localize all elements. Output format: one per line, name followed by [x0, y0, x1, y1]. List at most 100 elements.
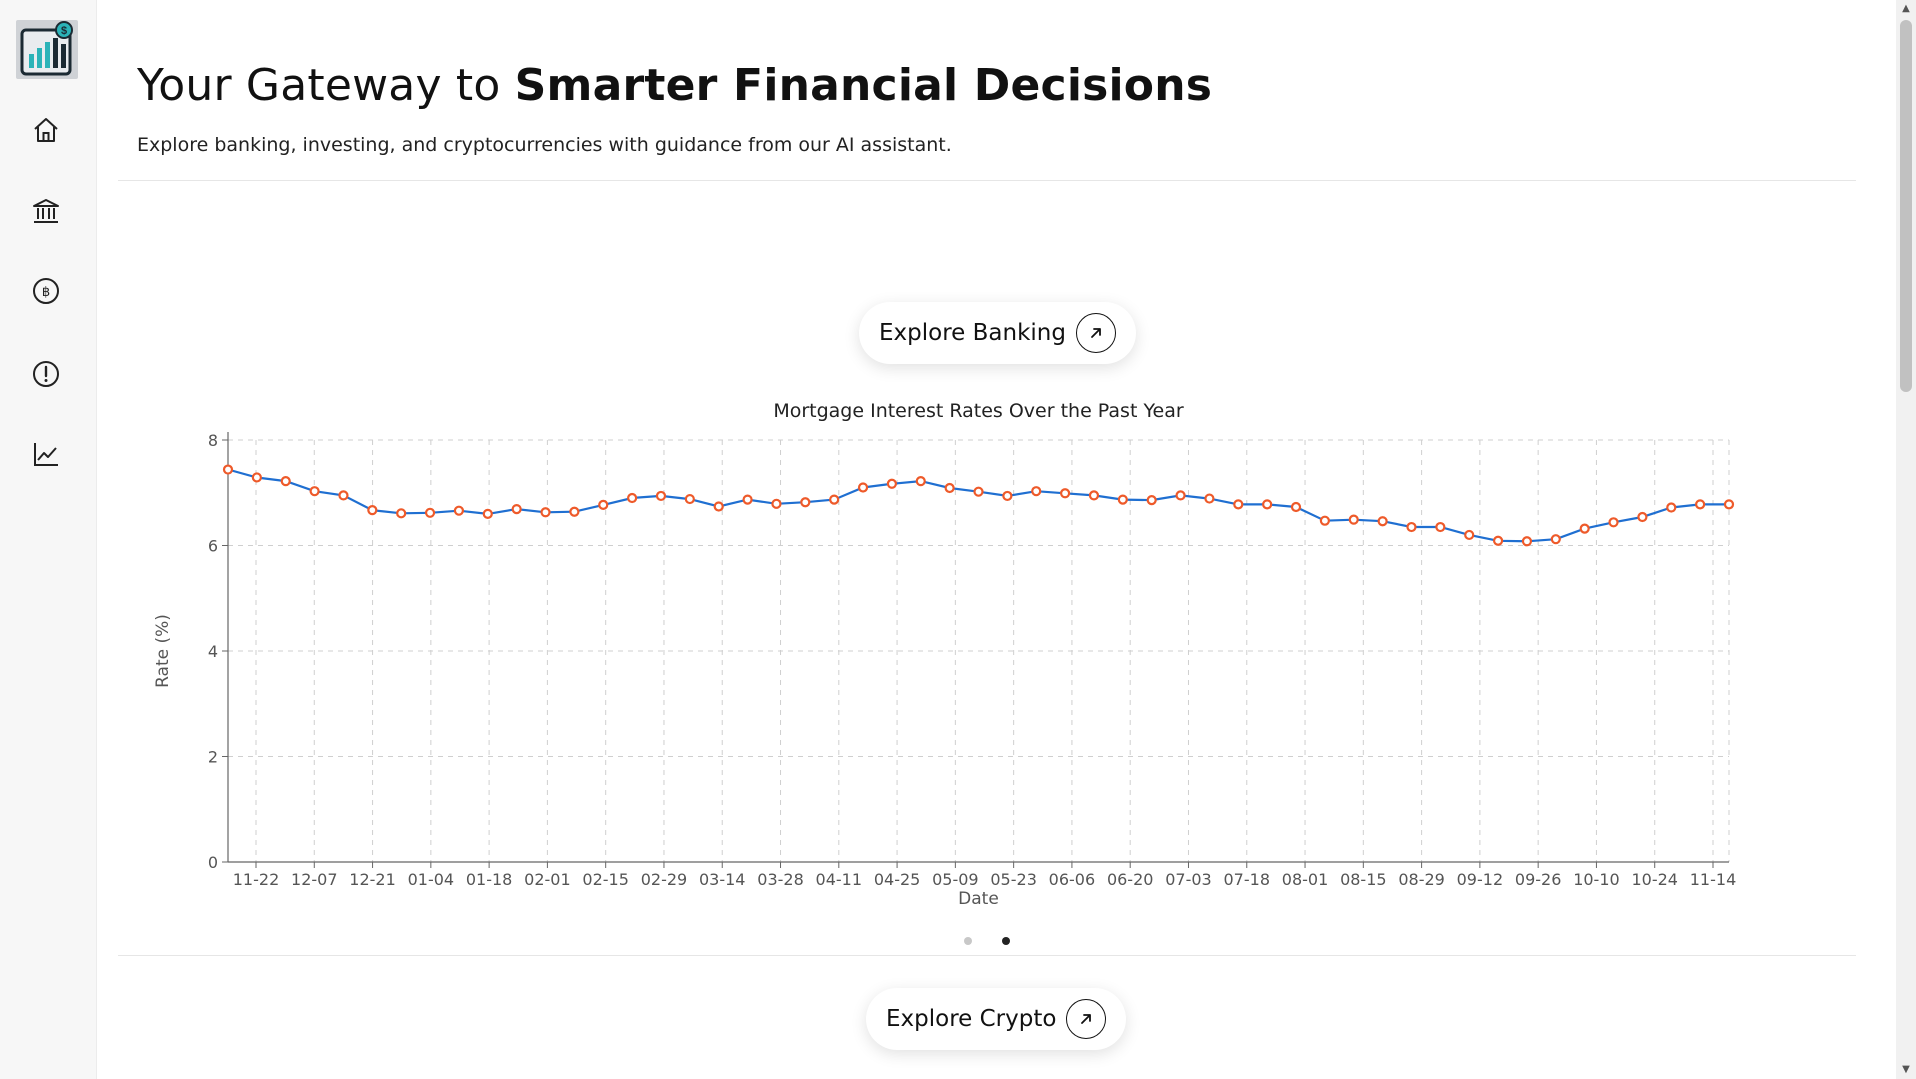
divider-bottom	[118, 955, 1856, 956]
chart-xtick-label: 01-04	[408, 870, 455, 889]
chart-data-point	[1002, 490, 1013, 502]
sidebar: $ ฿	[0, 0, 97, 1079]
chart-data-point	[251, 472, 262, 483]
arrow-up-right-icon	[1066, 999, 1107, 1039]
chart-data-point	[1088, 490, 1100, 501]
chart-data-point	[1059, 488, 1071, 499]
chart-xtick-label: 10-10	[1573, 870, 1620, 889]
chart-data-point	[1146, 495, 1157, 506]
page-scrollbar[interactable]: ▲ ▼	[1896, 0, 1916, 1079]
bank-icon	[33, 199, 59, 223]
chart-xtick-label: 02-29	[641, 870, 688, 889]
chart-data-point	[1695, 499, 1706, 510]
chart-xtick-label: 03-14	[699, 870, 746, 889]
carousel-dot-2[interactable]	[1002, 937, 1010, 945]
chart-x-axis-label: Date	[958, 889, 999, 909]
chart-data-point	[280, 476, 291, 487]
scroll-up-arrow-icon[interactable]: ▲	[1902, 3, 1910, 14]
chart-xtick-label: 06-06	[1049, 870, 1096, 889]
chart-ytick-label: 4	[208, 642, 218, 661]
chart-data-point	[453, 505, 465, 516]
chart-xtick-label: 09-12	[1457, 870, 1504, 889]
chart-data-point	[1233, 499, 1244, 510]
sidebar-item-alerts[interactable]	[28, 356, 64, 392]
scroll-down-arrow-icon[interactable]: ▼	[1902, 1064, 1910, 1075]
chart-data-point	[424, 507, 436, 518]
app-logo[interactable]: $	[16, 20, 78, 79]
alert-circle-icon	[33, 361, 59, 387]
line-chart-icon	[34, 443, 58, 466]
chart-xtick-label: 12-21	[349, 870, 396, 889]
chart-title: Mortgage Interest Rates Over the Past Ye…	[773, 400, 1184, 422]
chart-data-point	[1290, 501, 1302, 513]
chart-data-point	[338, 490, 349, 501]
chart-xtick-label: 05-09	[932, 870, 979, 889]
chart-xtick-label: 08-15	[1340, 870, 1387, 889]
svg-text:฿: ฿	[42, 285, 50, 300]
chart-data-point	[1435, 521, 1446, 533]
chart-xtick-label: 07-18	[1224, 870, 1271, 889]
chart-data-point	[1608, 517, 1619, 528]
chart-data-point	[857, 482, 869, 493]
chart-data-point	[684, 493, 695, 505]
chart-data-point	[1031, 486, 1042, 497]
chart-data-point	[713, 501, 724, 512]
chart-data-point	[598, 499, 609, 510]
chart-data-point	[396, 508, 407, 519]
chart-xtick-label: 09-26	[1515, 870, 1562, 889]
chart-data-point	[1377, 516, 1388, 527]
chart-xtick-label: 12-07	[291, 870, 338, 889]
page-title-prefix: Your Gateway to	[137, 60, 515, 111]
chart-data-point	[1492, 535, 1504, 546]
chart-data-point	[1550, 534, 1561, 545]
chart-data-point	[569, 506, 580, 517]
chart-data-point	[1117, 494, 1128, 505]
chart-ytick-label: 8	[208, 431, 218, 450]
chart-xtick-label: 07-03	[1165, 870, 1212, 889]
chart-xtick-label: 11-14	[1690, 870, 1737, 889]
chart-data-point	[829, 494, 840, 505]
chart-xtick-label: 04-11	[816, 870, 863, 889]
chart-data-point	[222, 464, 234, 475]
chart-data-point	[886, 478, 898, 489]
home-icon	[34, 118, 58, 142]
page-title-strong: Smarter Financial Decisions	[514, 60, 1213, 111]
chart-data-point	[367, 505, 378, 516]
chart-xtick-label: 01-18	[466, 870, 513, 889]
chart-data-point	[627, 492, 638, 504]
chart-data-point	[1319, 515, 1330, 526]
sidebar-item-charts[interactable]	[28, 436, 64, 472]
sidebar-item-crypto[interactable]: ฿	[28, 273, 64, 309]
chart-data-point	[1579, 523, 1590, 534]
sidebar-item-banking[interactable]	[28, 193, 64, 229]
explore-crypto-label: Explore Crypto	[886, 1006, 1057, 1032]
chart-data-point	[1723, 499, 1735, 510]
page-title: Your Gateway to Smarter Financial Decisi…	[137, 60, 1212, 111]
explore-banking-button[interactable]: Explore Banking	[859, 302, 1136, 364]
chart-data-point	[1348, 514, 1359, 525]
sidebar-item-home[interactable]	[28, 112, 64, 148]
chart-data-point	[309, 486, 320, 497]
divider-top	[118, 180, 1856, 181]
svg-text:$: $	[61, 25, 67, 37]
main-content: Your Gateway to Smarter Financial Decisi…	[118, 0, 1856, 1079]
chart-data-point	[1175, 490, 1186, 501]
arrow-up-right-icon	[1075, 313, 1116, 353]
chart-data-point	[944, 482, 955, 494]
chart-xtick-label: 03-28	[757, 870, 804, 889]
chart-xtick-label: 08-29	[1398, 870, 1445, 889]
chart-data-point	[1204, 493, 1215, 504]
chart-ytick-label: 2	[208, 748, 218, 767]
chart-data-point	[1406, 521, 1417, 533]
scrollbar-thumb[interactable]	[1900, 20, 1912, 392]
chart-series-line	[227, 468, 1729, 543]
explore-banking-label: Explore Banking	[879, 320, 1066, 346]
chart-data-point	[1637, 511, 1648, 523]
carousel-dot-1[interactable]	[964, 937, 972, 945]
chart-data-point	[771, 498, 782, 509]
chart-xtick-label: 04-25	[874, 870, 921, 889]
chart-y-axis-label: Rate (%)	[153, 614, 173, 688]
chart-data-point	[1666, 502, 1677, 513]
explore-crypto-button[interactable]: Explore Crypto	[866, 988, 1127, 1050]
chart-data-point	[800, 497, 811, 508]
